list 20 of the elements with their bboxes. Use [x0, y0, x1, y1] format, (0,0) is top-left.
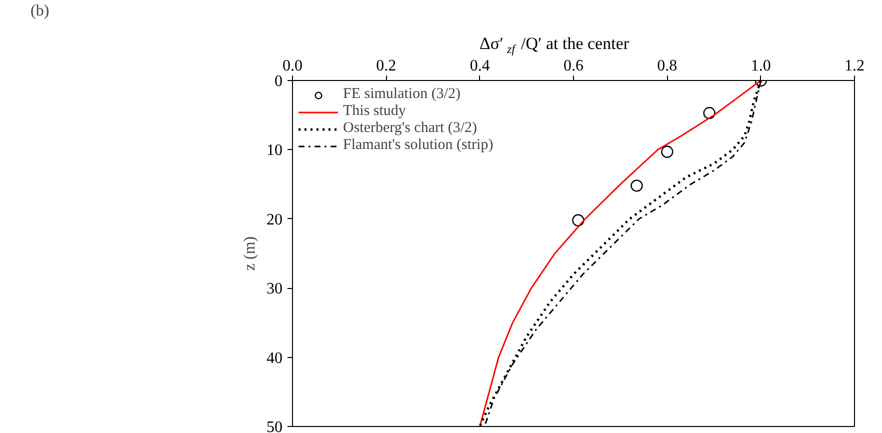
legend-label: Osterberg's chart (3/2): [343, 120, 478, 137]
x-tick-label: 0.8: [657, 58, 678, 74]
y-tick-label: 30: [266, 280, 282, 298]
x-tick-label: 0.4: [470, 58, 490, 74]
x-tick-label: 1.2: [844, 58, 864, 74]
y-tick-label: 20: [266, 211, 282, 228]
x-tick-label: 0.0: [282, 58, 302, 74]
x-tick-label: 0.6: [564, 58, 584, 74]
x-tick-label: 1.0: [750, 58, 771, 74]
y-tick-label: 10: [266, 142, 282, 160]
x-tick-label: 0.2: [376, 58, 396, 74]
y-axis-title: z (m): [242, 236, 258, 271]
y-tick-label: 0: [274, 73, 282, 90]
legend-label: FE simulation (3/2): [343, 86, 460, 103]
legend-label: Flamant's solution (strip): [343, 137, 494, 154]
x-axis-title: Δσ′zf/Q′ at the center: [480, 34, 630, 56]
legend-label: This study: [343, 103, 406, 120]
y-tick-label: 50: [266, 419, 282, 433]
text: (b): [30, 2, 50, 20]
y-tick-label: 40: [266, 350, 282, 367]
